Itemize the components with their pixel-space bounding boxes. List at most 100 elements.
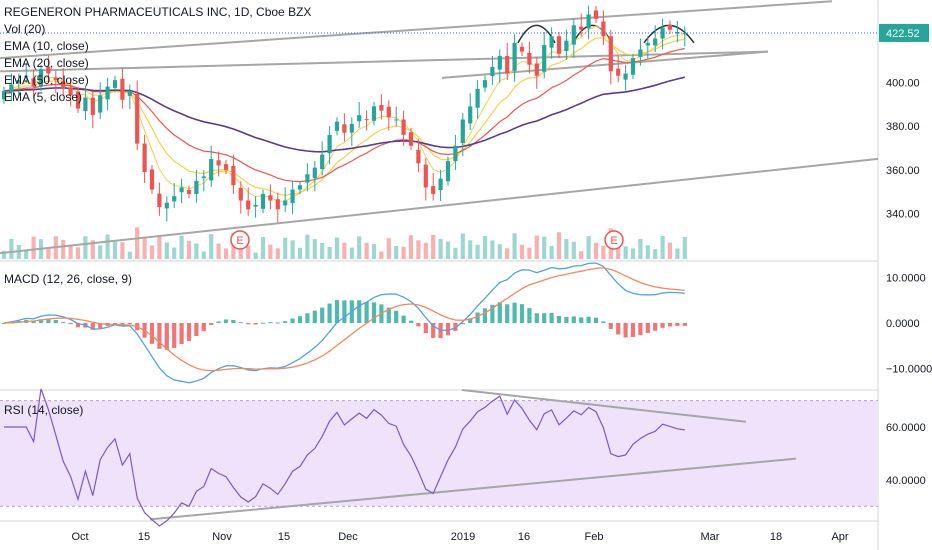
volume-bar: [549, 245, 554, 259]
candle-body: [16, 80, 21, 84]
x-tick-label: 15: [138, 531, 150, 543]
macd-histogram-bar: [149, 323, 155, 344]
macd-histogram-bar: [179, 323, 184, 345]
volume-bar: [327, 246, 332, 259]
volume-bar: [416, 240, 421, 259]
macd-histogram-bar: [186, 323, 192, 341]
volume-bar: [112, 240, 118, 259]
signal-line: [3, 267, 685, 372]
volume-bar: [408, 235, 414, 259]
volume-bar: [68, 244, 73, 259]
macd-histogram-bar: [453, 323, 458, 331]
volume-bar: [246, 245, 251, 259]
candle-body: [135, 93, 140, 144]
volume-bar: [157, 235, 162, 259]
macd-histogram-bar: [490, 304, 495, 323]
earnings-marker: [230, 230, 250, 250]
candle-body: [475, 88, 480, 108]
ema-lines: [3, 25, 685, 202]
macd-label[interactable]: MACD (12, 26, close, 9): [4, 272, 133, 286]
macd-histogram-bar: [283, 321, 288, 323]
candle-body: [675, 31, 680, 34]
volume-bar: [275, 248, 280, 259]
macd-histogram-bar: [593, 317, 599, 323]
volume-bar: [194, 243, 199, 259]
rsi-overbought-oversold-band: [0, 400, 878, 507]
indicator-ema20[interactable]: EMA (20, close): [4, 56, 89, 70]
macd-series: [1, 262, 687, 384]
candle-body: [127, 91, 132, 96]
candle-body: [534, 63, 539, 76]
candle-body: [216, 160, 221, 166]
volume-bar: [260, 236, 266, 259]
macd-histogram-bar: [334, 300, 340, 323]
x-tick-label: Apr: [831, 531, 848, 543]
macd-histogram-bar: [638, 323, 643, 336]
indicator-ema5[interactable]: EMA (5, close): [4, 90, 83, 104]
volume-bar: [290, 240, 295, 259]
macd-histogram-bar: [90, 323, 95, 330]
candle-body: [112, 80, 118, 88]
volume-bar: [423, 242, 428, 259]
candle-body: [305, 174, 310, 183]
candle-body: [593, 10, 599, 19]
volume-bar: [438, 238, 443, 259]
x-tick-label: 15: [278, 531, 290, 543]
candle-body: [408, 132, 414, 146]
candle-body: [364, 119, 369, 121]
volume-bar: [216, 243, 221, 259]
volume-bar: [379, 251, 384, 259]
candle-body: [283, 200, 288, 206]
indicator-ema50[interactable]: EMA (50, close): [4, 73, 89, 87]
candle-body: [357, 115, 362, 122]
candle-body: [186, 190, 192, 194]
candle-body: [653, 38, 658, 46]
volume-bar: [172, 247, 177, 259]
volume-bar: [445, 241, 451, 259]
indicator-vol[interactable]: Vol (20): [4, 22, 46, 36]
volume-bar: [675, 248, 680, 259]
volume-bar: [83, 236, 88, 259]
macd-histogram-bar: [423, 323, 428, 334]
candle-body: [401, 119, 406, 135]
volume-bar: [209, 234, 214, 259]
macd-tick-label: 10.0000: [886, 273, 926, 285]
candle-body: [231, 165, 236, 186]
volume-bar: [564, 239, 569, 259]
volume-bar: [527, 247, 532, 259]
macd-histogram-bar: [667, 323, 673, 327]
volume-bar: [90, 240, 95, 259]
indicator-ema10[interactable]: EMA (10, close): [4, 39, 89, 53]
volume-bar: [667, 242, 673, 259]
symbol-title[interactable]: REGENERON PHARMACEUTICALS INC, 1D, Cboe …: [4, 5, 312, 19]
candle-body: [386, 106, 391, 118]
volume-bar: [357, 236, 362, 259]
volume-bar: [475, 244, 480, 259]
volume-bar: [1, 250, 7, 259]
volume-bar: [542, 236, 547, 259]
macd-histogram-bar: [38, 319, 44, 323]
volume-bar: [342, 242, 347, 259]
volume-bar: [135, 227, 140, 259]
volume-bar: [645, 245, 650, 259]
x-tick-label: 18: [770, 531, 782, 543]
macd-histogram-bar: [231, 320, 236, 323]
rsi-tick-label: 60.0000: [886, 422, 926, 434]
rsi-label[interactable]: RSI (14, close): [4, 403, 84, 417]
volume-bar: [127, 251, 132, 259]
macd-histogram-bar: [157, 323, 162, 349]
macd-histogram-bar: [260, 322, 266, 324]
candle-body: [334, 121, 340, 131]
volume-bar: [9, 238, 14, 259]
volume-bar: [482, 235, 488, 259]
volume-bar: [616, 241, 621, 259]
macd-histogram-bar: [460, 323, 465, 325]
volume-bar: [312, 239, 317, 259]
macd-histogram-bar: [675, 323, 680, 326]
macd-histogram-bar: [172, 323, 177, 348]
volume-bar: [371, 244, 377, 259]
macd-histogram-bar: [194, 323, 199, 336]
candle-body: [586, 14, 591, 29]
